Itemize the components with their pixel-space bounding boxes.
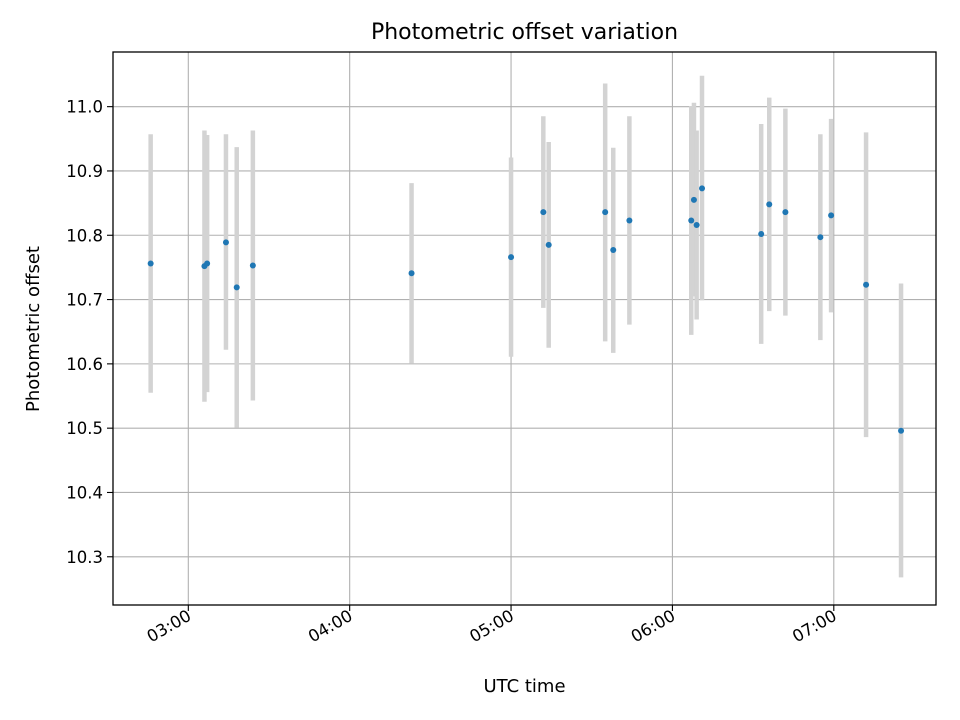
y-tick-label: 10.4 [66,483,103,502]
data-points [147,185,905,434]
y-tick-label: 10.3 [66,548,103,567]
y-tick-label: 10.9 [66,162,103,181]
x-axis-label: UTC time [483,676,565,697]
data-point [693,221,700,228]
y-axis-label: Photometric offset [23,246,44,412]
data-point [817,234,824,241]
chart-title: Photometric offset variation [371,20,678,45]
data-point [602,209,609,216]
y-tick-label: 10.8 [66,226,103,245]
data-point [688,217,695,224]
data-point [545,241,552,248]
y-tick-label: 10.5 [66,419,103,438]
data-point [147,260,154,267]
data-point [828,212,835,219]
data-point [222,239,229,246]
data-point [610,247,617,254]
data-point [204,260,211,267]
data-point [863,281,870,288]
data-point [690,196,697,203]
y-tick-label: 10.6 [66,355,103,374]
data-point [766,201,773,208]
data-point [508,254,515,261]
y-axis: 10.3 10.4 10.5 10.6 10.7 10.8 10.9 11.0 [66,98,113,567]
y-tick-label: 11.0 [66,98,103,117]
plot-frame [112,51,937,606]
grid [113,52,936,605]
data-point [540,209,547,216]
data-point [408,270,415,277]
data-point [782,209,789,216]
data-point [233,284,240,291]
data-point [758,230,765,237]
data-point [898,427,905,434]
data-point [699,185,706,192]
data-point [626,217,633,224]
y-tick-label: 10.7 [66,291,103,310]
data-point [249,262,256,269]
